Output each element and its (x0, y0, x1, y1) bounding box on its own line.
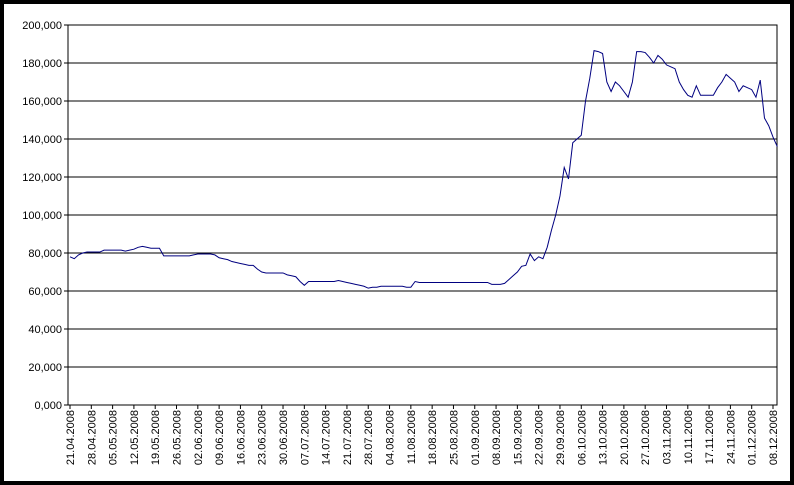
x-tick-label: 05.05.2008 (108, 410, 120, 465)
y-tick-label: 180,000 (22, 58, 62, 70)
x-tick-label: 15.09.2008 (512, 410, 524, 465)
y-tick-label: 0,000 (34, 400, 62, 412)
y-tick-label: 60,000 (28, 286, 62, 298)
x-tick-label: 30.06.2008 (278, 410, 290, 465)
x-tick-label: 27.10.2008 (640, 410, 652, 465)
x-tick-label: 24.11.2008 (725, 410, 737, 464)
y-tick-label: 140,000 (22, 134, 62, 146)
x-tick-label: 11.08.2008 (406, 410, 418, 464)
x-tick-label: 12.05.2008 (129, 410, 141, 465)
y-tick-label: 160,000 (22, 96, 62, 108)
x-tick-label: 08.12.2008 (768, 410, 780, 465)
x-tick-label: 18.08.2008 (427, 410, 439, 465)
x-tick-label: 07.07.2008 (299, 410, 311, 465)
x-tick-label: 29.09.2008 (555, 410, 567, 465)
x-tick-label: 01.12.2008 (747, 410, 759, 465)
y-tick-label: 20,000 (28, 362, 62, 374)
x-tick-label: 19.05.2008 (150, 410, 162, 465)
x-tick-label: 16.06.2008 (235, 410, 247, 465)
x-tick-label: 28.07.2008 (363, 410, 375, 465)
x-tick-label: 21.04.2008 (65, 410, 77, 465)
y-tick-label: 80,000 (28, 248, 62, 260)
y-tick-label: 200,000 (22, 20, 62, 32)
x-tick-label: 22.09.2008 (534, 410, 546, 465)
x-tick-label: 26.05.2008 (172, 410, 184, 465)
x-tick-label: 23.06.2008 (257, 410, 269, 465)
x-tick-label: 03.11.2008 (661, 410, 673, 464)
line-series (69, 50, 778, 289)
x-tick-label: 28.04.2008 (86, 410, 98, 465)
x-tick-label: 14.07.2008 (321, 410, 333, 465)
x-tick-label: 06.10.2008 (576, 410, 588, 465)
x-tick-label: 02.06.2008 (193, 410, 205, 465)
x-tick-label: 20.10.2008 (619, 410, 631, 465)
x-tick-label: 17.11.2008 (704, 410, 716, 464)
y-tick-label: 100,000 (22, 210, 62, 222)
x-tick-label: 04.08.2008 (385, 410, 397, 465)
x-tick-label: 13.10.2008 (598, 410, 610, 465)
x-tick-label: 21.07.2008 (342, 410, 354, 465)
x-tick-label: 09.06.2008 (214, 410, 226, 465)
y-tick-label: 120,000 (22, 172, 62, 184)
x-tick-label: 01.09.2008 (470, 410, 482, 465)
x-tick-label: 10.11.2008 (683, 410, 695, 464)
x-tick-label: 25.08.2008 (448, 410, 460, 465)
y-tick-label: 40,000 (28, 324, 62, 336)
x-tick-label: 08.09.2008 (491, 410, 503, 465)
